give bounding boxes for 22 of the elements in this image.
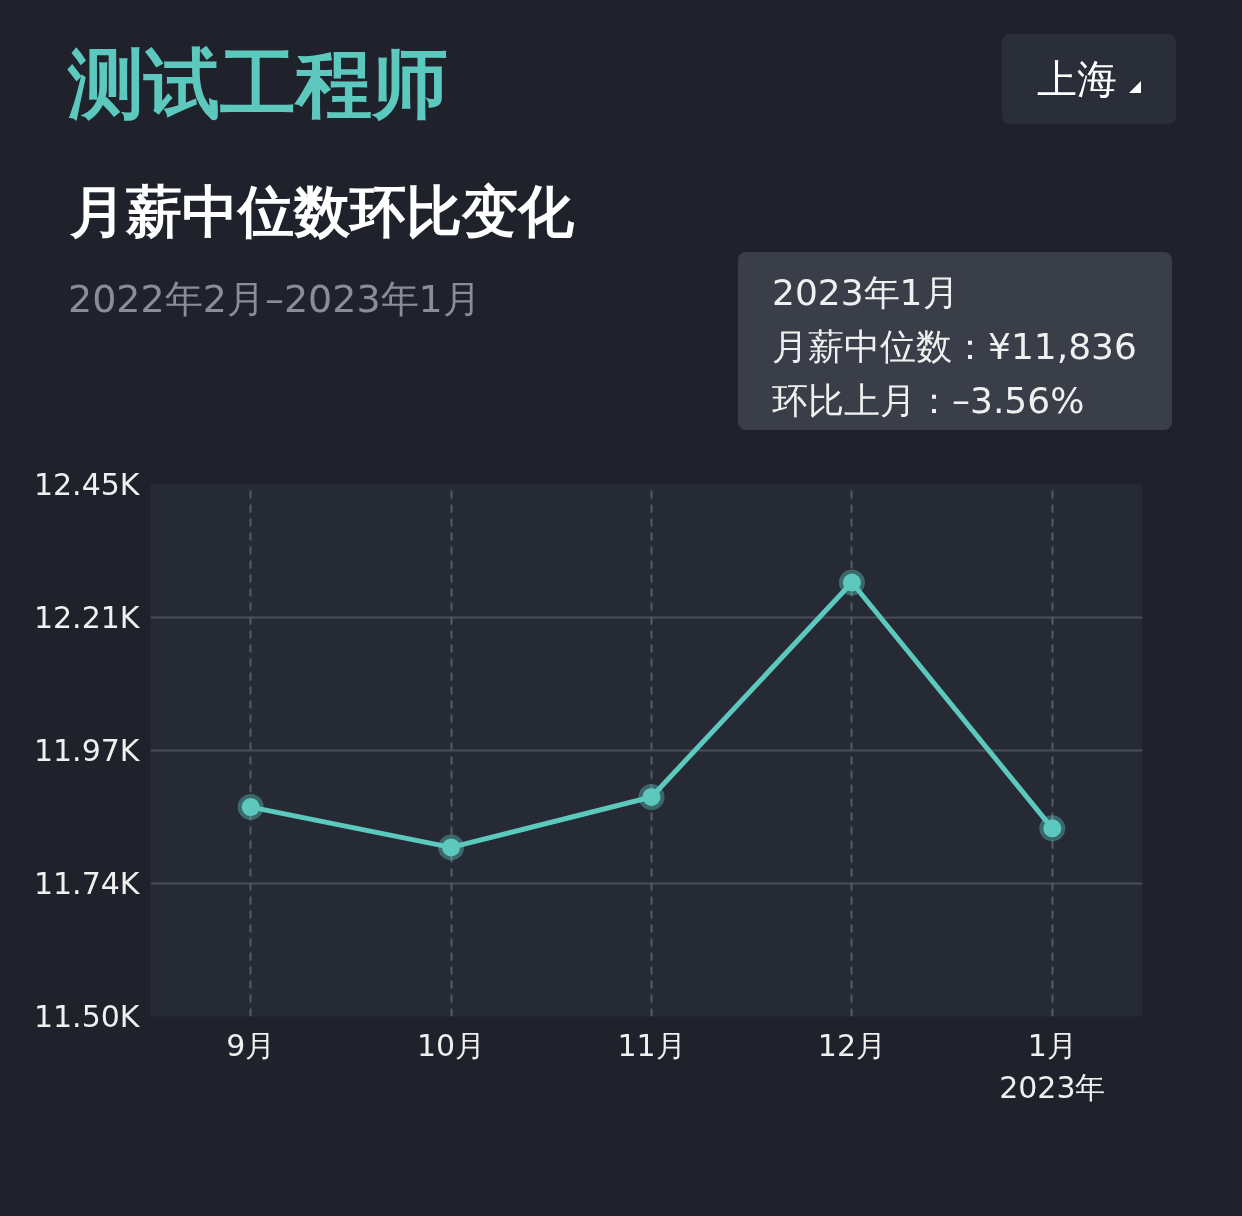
text: 月薪中位数：¥11,836 (772, 325, 1138, 369)
point (838, 569, 865, 596)
text: 上海 (1002, 34, 1176, 124)
point (638, 784, 665, 810)
x-tick-label: 1月 2023年 (999, 1027, 1106, 1105)
y-tick-label: 11.97K (33, 733, 141, 768)
text: 环比上月：–3.56% (772, 379, 1086, 423)
point (237, 794, 264, 821)
text: 2022年2月–2023年1月 (68, 276, 481, 323)
x-tick-label: 10月 (417, 1027, 486, 1063)
point (438, 834, 465, 861)
chart-subtitle: 月薪中位数环比变化 (70, 178, 574, 246)
x-tick-label: 11月 (617, 1027, 686, 1063)
x-tick-label: 12月 (817, 1027, 887, 1063)
y-tick-label: 11.50K (33, 999, 141, 1034)
x-tick-label: 9月 (226, 1027, 276, 1063)
y-tick-label: 12.45K (33, 467, 141, 502)
text: 2023年1月 (772, 271, 960, 315)
y-tick-label: 11.74K (33, 866, 141, 901)
chart-title: 测试工程师 (68, 38, 448, 130)
y-tick-label: 12.21K (33, 600, 141, 635)
point (1039, 815, 1066, 842)
